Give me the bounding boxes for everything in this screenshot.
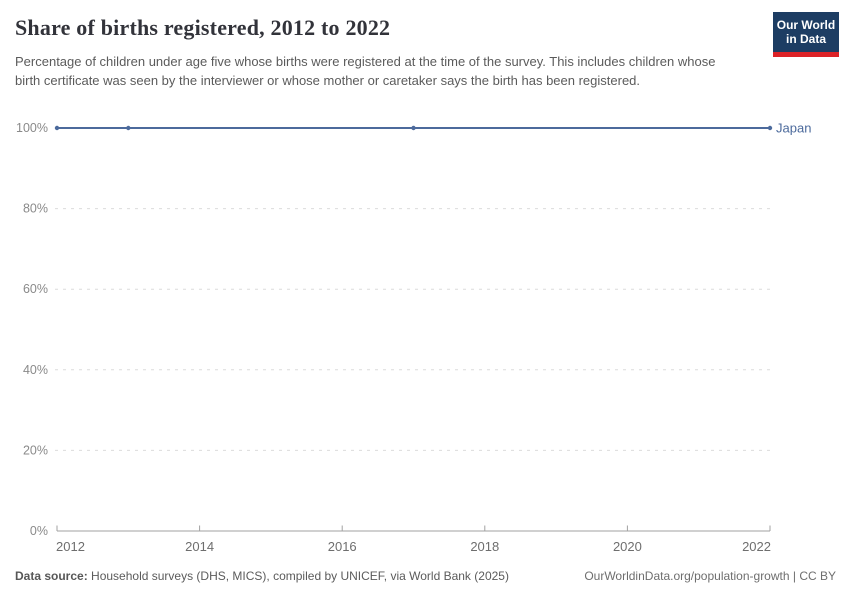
data-point[interactable] <box>767 125 773 131</box>
x-axis-tick-label: 2016 <box>328 539 357 554</box>
y-axis-tick-label: 20% <box>23 443 48 457</box>
data-point[interactable] <box>411 125 416 131</box>
chart-footer: Data source: Household surveys (DHS, MIC… <box>15 568 836 584</box>
series-label-japan[interactable]: Japan <box>776 121 811 136</box>
data-point[interactable] <box>54 125 60 131</box>
y-axis-tick-label: 100% <box>16 121 48 135</box>
data-source-label: Data source: <box>15 569 88 583</box>
x-axis-tick-label: 2020 <box>613 539 642 554</box>
y-axis-tick-label: 80% <box>23 202 48 216</box>
chart-subtitle: Percentage of children under age five wh… <box>15 54 716 88</box>
data-source-note: Data source: Household surveys (DHS, MIC… <box>15 568 509 584</box>
data-source-text: Household surveys (DHS, MICS), compiled … <box>87 569 509 583</box>
owid-logo-line2: in Data <box>785 32 826 46</box>
y-axis-tick-label: 60% <box>23 282 48 296</box>
y-axis-tick-label: 40% <box>23 363 48 377</box>
x-axis-tick-label: 2018 <box>470 539 499 554</box>
x-axis-tick-label: 2012 <box>56 539 85 554</box>
owid-logo-line1: Our World <box>776 18 836 32</box>
y-axis-tick-label: 0% <box>30 524 48 538</box>
x-axis-tick-label: 2022 <box>742 539 771 554</box>
attribution: OurWorldinData.org/population-growth | C… <box>584 569 836 583</box>
owid-logo[interactable]: Our World in Data <box>773 12 839 57</box>
x-axis-tick-label: 2014 <box>185 539 214 554</box>
data-point[interactable] <box>126 125 131 131</box>
page-title: Share of births registered, 2012 to 2022 <box>15 15 391 40</box>
